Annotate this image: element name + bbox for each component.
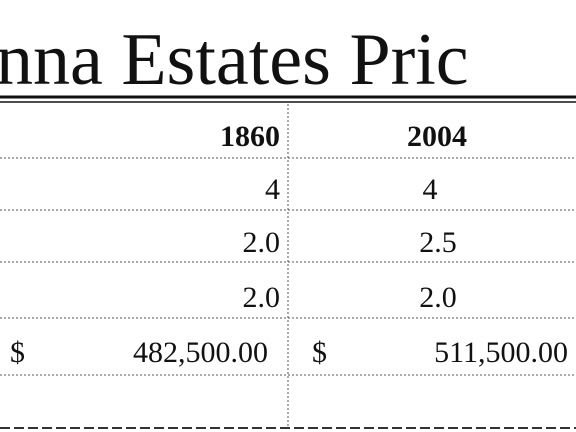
cell: 2.0 xyxy=(419,281,457,314)
currency-symbol: $ xyxy=(312,336,327,369)
cell: 2.5 xyxy=(419,226,457,259)
column-header: 1860 xyxy=(220,120,280,153)
currency-amount: 511,500.00 xyxy=(434,336,568,369)
cell: 4 xyxy=(423,173,438,206)
column-header: 2004 xyxy=(407,120,467,153)
cell: 4 xyxy=(265,173,280,206)
sheet-title: nna Estates Pric xyxy=(0,19,469,101)
currency-amount: 482,500.00 xyxy=(133,336,268,369)
cell: 2.0 xyxy=(243,281,281,314)
currency-symbol: $ xyxy=(10,336,25,369)
cell: 2.0 xyxy=(243,226,281,259)
